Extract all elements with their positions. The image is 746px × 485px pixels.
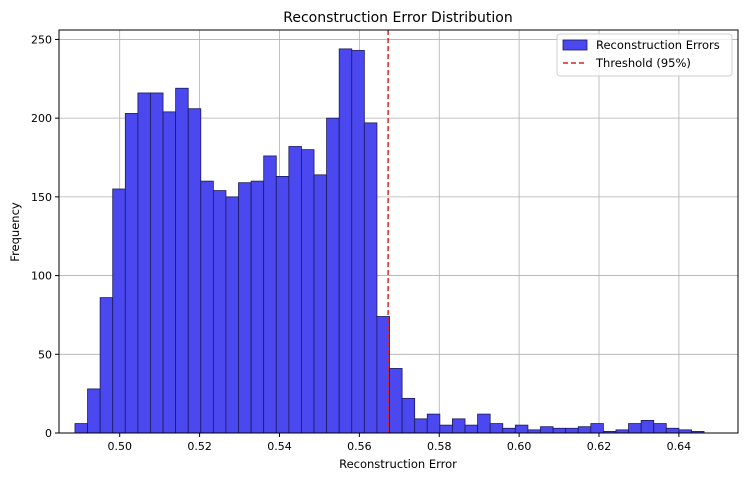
chart-title: Reconstruction Error Distribution	[283, 10, 512, 26]
legend-label-reconstruction-errors: Reconstruction Errors	[596, 38, 720, 52]
x-axis-label: Reconstruction Error	[339, 457, 457, 471]
histogram-bar	[288, 146, 302, 434]
histogram-bar	[628, 423, 642, 434]
histogram-bar	[112, 188, 126, 434]
histogram-bar	[124, 113, 139, 434]
histogram-bar	[389, 368, 403, 434]
histogram-bar	[225, 196, 239, 434]
histogram-bar	[301, 149, 315, 434]
histogram-bar	[99, 297, 114, 434]
histogram-bar	[74, 423, 88, 434]
histogram-bar	[87, 388, 101, 434]
histogram-bar	[477, 413, 491, 434]
histogram-bar	[439, 424, 453, 434]
y-tick-label: 250	[31, 33, 52, 46]
histogram-bar	[590, 423, 604, 434]
histogram-bar	[313, 174, 328, 434]
histogram-bar	[250, 180, 265, 434]
histogram-bar	[263, 155, 277, 434]
legend-box	[556, 33, 733, 77]
histogram-bar	[464, 424, 478, 434]
x-tick-label: 0.62	[587, 440, 612, 453]
histogram-bar	[414, 418, 428, 434]
histogram-bar	[452, 418, 466, 434]
y-tick-label: 50	[38, 348, 52, 361]
axes	[58, 29, 739, 434]
histogram-bar	[665, 427, 680, 434]
histogram-bar	[351, 50, 365, 434]
x-tick-label: 0.60	[507, 440, 532, 453]
histogram-bar	[552, 427, 567, 434]
histogram-bar	[640, 420, 655, 434]
histogram-bar	[275, 176, 290, 434]
x-tick-label: 0.64	[667, 440, 692, 453]
histogram-bar	[150, 92, 164, 434]
histogram-bar	[187, 108, 202, 434]
x-tick-label: 0.58	[427, 440, 452, 453]
y-tick-label: 200	[31, 112, 52, 125]
histogram-bar	[565, 427, 579, 434]
histogram-bar	[238, 182, 252, 434]
histogram-bar	[577, 426, 592, 434]
histogram-bar	[338, 48, 353, 434]
histogram-bar	[502, 427, 516, 434]
x-tick-label: 0.54	[267, 440, 292, 453]
bars	[74, 48, 705, 434]
y-axis-label: Frequency	[8, 202, 22, 262]
histogram-bar	[175, 87, 189, 434]
histogram-bar	[401, 397, 416, 434]
legend: Reconstruction Errors Threshold (95%)	[556, 33, 733, 77]
plot-frame	[58, 29, 739, 434]
y-tick-label: 0	[45, 427, 52, 440]
histogram-bar	[200, 180, 214, 434]
histogram-bar	[653, 423, 667, 434]
histogram-bar	[514, 424, 529, 434]
histogram-bar	[162, 111, 177, 434]
y-tick-label: 100	[31, 270, 52, 283]
histogram-bar	[363, 122, 378, 434]
histogram-bar	[137, 92, 151, 434]
histogram-bar	[489, 423, 504, 434]
legend-label-threshold: Threshold (95%)	[595, 56, 691, 70]
histogram-bar	[326, 117, 340, 434]
legend-bar-swatch	[562, 39, 588, 51]
x-tick-label: 0.56	[347, 440, 372, 453]
y-tick-label: 150	[31, 191, 52, 204]
x-tick-label: 0.52	[187, 440, 212, 453]
histogram-bar	[540, 426, 554, 434]
ticks: 0.50 0.52 0.54 0.56 0.58 0.60 0.62 0.64 0 50 100 15…	[31, 33, 691, 453]
histogram-bar	[426, 413, 441, 434]
histogram-bar	[212, 190, 227, 434]
x-tick-label: 0.50	[107, 440, 132, 453]
